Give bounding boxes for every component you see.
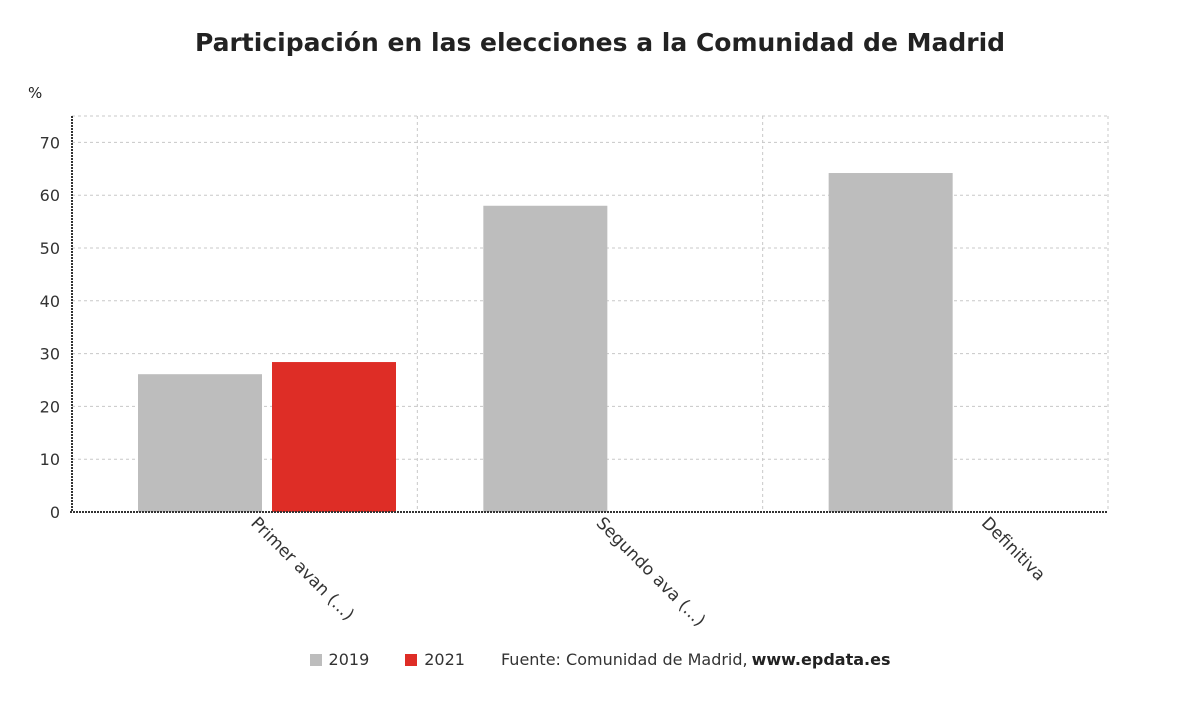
y-tick-label: 50 <box>40 239 60 258</box>
source-site-link[interactable]: www.epdata.es <box>751 650 891 669</box>
y-tick-label: 0 <box>50 503 60 522</box>
y-tick-label: 10 <box>40 450 60 469</box>
legend-item-2021: 2021 <box>405 650 465 669</box>
source-label: Fuente: Comunidad de Madrid, <box>500 650 748 669</box>
x-tick-label: Definitiva <box>977 513 1049 585</box>
y-tick-label: 40 <box>40 292 60 311</box>
legend-item-2019: 2019 <box>309 650 370 669</box>
source-credit: Fuente: Comunidad de Madrid, www.epdata.… <box>501 650 891 669</box>
y-tick-label: 70 <box>40 133 60 152</box>
legend-swatch-2019 <box>309 653 322 666</box>
legend-label-2019: 2019 <box>328 650 370 669</box>
y-tick-label: 20 <box>40 397 60 416</box>
bar-2019-2 <box>828 173 953 513</box>
y-tick-label: 60 <box>40 186 60 205</box>
legend-swatch-2021 <box>405 653 418 666</box>
bars <box>138 173 953 513</box>
y-tick-label: 30 <box>40 345 60 364</box>
y-axis-unit-label: % <box>28 84 43 102</box>
axes <box>70 116 1108 513</box>
chart-title: Participación en las elecciones a la Com… <box>194 28 1006 57</box>
bar-2019-1 <box>483 205 608 512</box>
x-tick-label: Segundo ava (...) <box>592 513 709 630</box>
legend-label-2021: 2021 <box>424 650 465 669</box>
bar-2021-0 <box>272 362 396 512</box>
bar-2019-0 <box>138 374 262 512</box>
legend: 2019 2021 Fuente: Comunidad de Madrid, w… <box>0 650 1200 669</box>
x-tick-label: Primer avan (...) <box>246 513 357 624</box>
